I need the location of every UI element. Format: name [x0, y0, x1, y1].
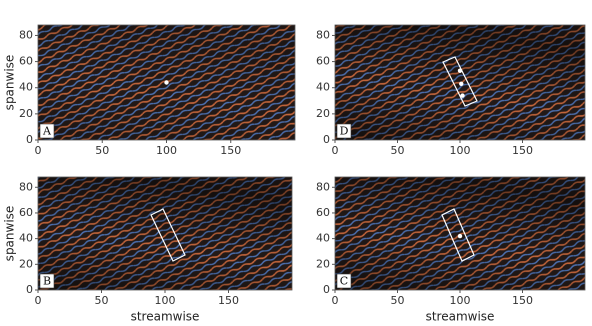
x-axis-label: streamwise	[131, 310, 200, 324]
x-tick-label: 0	[35, 144, 42, 157]
panel-label-box	[39, 123, 55, 139]
x-tick-label: 150	[512, 294, 533, 307]
y-tick-label: 0	[323, 133, 330, 146]
y-tick-label: 40	[316, 232, 330, 245]
panel-label-box	[336, 123, 352, 139]
panel-label: A	[42, 125, 52, 138]
y-tick-label: 60	[19, 55, 33, 68]
box	[442, 56, 478, 107]
y-tick-label: 20	[19, 257, 33, 270]
marker-point	[460, 93, 465, 98]
x-tick-label: 0	[332, 294, 339, 307]
x-tick-label: 0	[35, 294, 42, 307]
y-axis-label: spanwise	[3, 206, 17, 262]
y-tick-label: 80	[316, 28, 330, 41]
y-tick-label: 20	[316, 257, 330, 270]
y-tick-label: 80	[19, 28, 33, 41]
y-tick-label: 0	[26, 283, 33, 296]
x-axis-label: streamwise	[426, 310, 495, 324]
box	[441, 208, 475, 262]
panel-label: D	[340, 125, 349, 138]
x-tick-label: 150	[220, 144, 241, 157]
y-tick-label: 80	[316, 180, 330, 193]
y-tick-label: 40	[19, 232, 33, 245]
panel-label-box	[336, 273, 352, 289]
marker-point	[457, 68, 463, 73]
y-tick-label: 0	[323, 283, 330, 296]
panel-label-box	[39, 273, 55, 289]
x-tick-label: 50	[391, 144, 405, 157]
marker-point	[164, 80, 169, 85]
y-axis-label: spanwise	[3, 55, 17, 111]
x-tick-label: 150	[218, 294, 239, 307]
x-tick-label: 100	[156, 144, 177, 157]
y-tick-label: 60	[316, 55, 330, 68]
y-tick-label: 20	[19, 107, 33, 120]
box	[150, 208, 186, 262]
x-tick-label: 150	[512, 144, 533, 157]
y-tick-label: 20	[316, 107, 330, 120]
y-tick-label: 60	[19, 206, 33, 219]
x-tick-label: 100	[450, 294, 471, 307]
annotation-boxes	[150, 56, 478, 262]
x-tick-label: 50	[95, 294, 109, 307]
x-tick-label: 50	[391, 294, 405, 307]
x-tick-label: 100	[155, 294, 176, 307]
x-tick-label: 100	[450, 144, 471, 157]
y-tick-label: 60	[316, 206, 330, 219]
x-tick-label: 0	[332, 144, 339, 157]
y-tick-label: 80	[19, 180, 33, 193]
y-tick-label: 40	[19, 81, 33, 94]
panel-label: C	[340, 275, 348, 288]
x-tick-label: 50	[95, 144, 109, 157]
y-tick-label: 0	[26, 133, 33, 146]
y-tick-label: 40	[316, 81, 330, 94]
panel-label: B	[43, 275, 51, 288]
marker-point	[459, 81, 464, 87]
field-bands	[335, 177, 585, 290]
marker-point	[457, 233, 463, 239]
field-bands	[38, 177, 292, 290]
